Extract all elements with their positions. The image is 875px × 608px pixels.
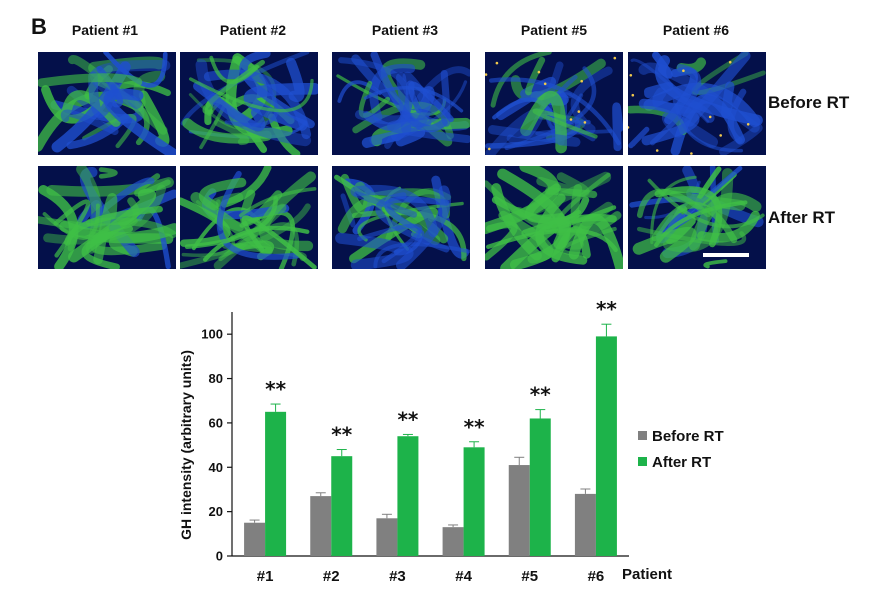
bar-before-rt	[376, 518, 398, 556]
scale-bar	[703, 253, 749, 257]
x-tick-label: #5	[521, 568, 538, 585]
bar-before-rt	[442, 527, 464, 556]
y-tick-label: 20	[209, 504, 223, 519]
bar-after-rt	[463, 447, 485, 556]
bar-before-rt	[574, 493, 596, 556]
x-tick-label: #6	[588, 568, 605, 585]
x-axis-title: Patient	[622, 566, 672, 583]
micrograph-after-rt-patient-5	[485, 166, 623, 269]
y-tick-label: 80	[209, 371, 223, 386]
x-tick-label: #1	[257, 568, 274, 585]
x-tick-label: #2	[323, 568, 340, 585]
significance-marker: **	[331, 423, 352, 447]
column-header-3: Patient #3	[371, 22, 439, 38]
significance-marker: **	[596, 297, 617, 321]
micrograph-before-rt-patient-3	[332, 52, 470, 155]
micrograph-after-rt-patient-2	[180, 166, 318, 269]
micrograph-before-rt-patient-6	[628, 52, 766, 155]
column-header-2: Patient #2	[219, 22, 287, 38]
y-tick-label: 100	[201, 327, 223, 342]
significance-marker: **	[464, 415, 485, 439]
significance-marker: **	[530, 383, 551, 407]
bar-before-rt	[508, 465, 530, 556]
panel-letter: B	[31, 14, 47, 39]
significance-marker: **	[397, 407, 418, 431]
bar-after-rt	[331, 456, 353, 556]
bar-before-rt	[310, 496, 332, 556]
y-tick-label: 40	[209, 460, 223, 475]
y-tick-label: 60	[209, 415, 223, 430]
bar-after-rt	[595, 336, 617, 556]
micrograph-before-rt-patient-5	[485, 52, 623, 155]
bar-after-rt	[529, 418, 551, 556]
legend-swatch-after-rt	[638, 457, 647, 466]
micrograph-after-rt-patient-3	[332, 166, 470, 269]
x-tick-label: #3	[389, 568, 406, 585]
bar-after-rt	[265, 411, 287, 556]
significance-marker: **	[265, 377, 286, 401]
row-label-after-rt: After RT	[768, 208, 836, 227]
x-tick-label: #4	[455, 568, 472, 585]
micrograph-before-rt-patient-1	[38, 52, 176, 155]
y-axis-title: GH intensity (arbitrary units)	[178, 350, 194, 540]
y-tick-label: 0	[216, 549, 223, 564]
bar-after-rt	[397, 436, 419, 556]
legend-label-after-rt: After RT	[652, 454, 711, 471]
column-header-6: Patient #6	[662, 22, 730, 38]
row-label-before-rt: Before RT	[768, 93, 850, 112]
micrograph-before-rt-patient-2	[180, 52, 318, 155]
micrograph-after-rt-patient-6	[628, 166, 766, 269]
legend-swatch-before-rt	[638, 431, 647, 440]
column-header-5: Patient #5	[520, 22, 588, 38]
column-header-1: Patient #1	[71, 22, 139, 38]
bar-before-rt	[244, 522, 266, 556]
micrograph-after-rt-patient-1	[38, 166, 176, 269]
legend-label-before-rt: Before RT	[652, 428, 724, 445]
